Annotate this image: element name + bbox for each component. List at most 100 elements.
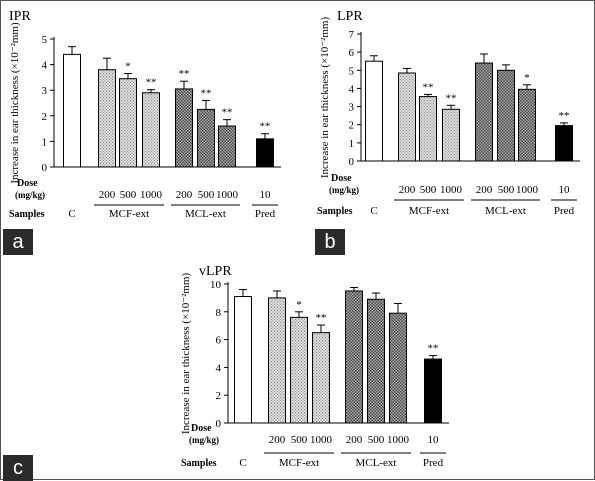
panel-c-dose-label: 200: [346, 434, 363, 446]
panel-b-y-tick-label: 6: [349, 47, 355, 59]
panel-b-dose-label: 1000: [516, 184, 539, 196]
panel-b-dose-label: 10: [559, 184, 571, 196]
panel-c-y-tick-label: 6: [216, 335, 222, 347]
panel-b-bar: [442, 108, 460, 162]
panel-b-group-label: Pred: [554, 205, 575, 217]
panel-c-y-tick-label: 2: [216, 390, 222, 402]
panel-a-y-tick-label: 4: [42, 60, 48, 72]
panel-c-y-axis-label: Increase in ear thickness (×10⁻²mm): [180, 273, 192, 435]
panel-c-dose-row-label: Dose: [191, 423, 212, 434]
panel-c-y-tick-label: 4: [216, 362, 222, 374]
panel-a-dose-label: 1000: [216, 189, 239, 201]
panel-b-samples-row-label: Samples: [317, 206, 353, 217]
panel-a-dose-label: 1000: [140, 189, 163, 201]
panel-c-bar: [234, 296, 252, 424]
panel-a-y-tick-label: 2: [42, 111, 48, 123]
panel-c-bar: [268, 297, 286, 424]
panel-a-y-tick-label: 5: [42, 34, 48, 46]
panel-letter-b: b: [315, 229, 345, 255]
panel-b-y-tick-label: 5: [349, 65, 355, 77]
panel-a-group-label: MCL-ext: [185, 208, 226, 220]
panel-b-significance-mark: **: [559, 110, 570, 122]
panel-c-y-tick-label: 0: [216, 418, 222, 430]
panel-b-dose-label: 1000: [440, 184, 463, 196]
panel-b-bar: [398, 72, 416, 162]
panel-a-dose-label: 200: [176, 189, 193, 201]
panel-c-samples-row-label: Samples: [181, 458, 217, 469]
panel-c-group-label: MCF-ext: [279, 457, 319, 469]
panel-a-group-label: MCF-ext: [109, 208, 149, 220]
panel-b-group-label: MCF-ext: [409, 205, 449, 217]
panel-a-significance-mark: **: [222, 107, 233, 119]
panel-letter-c: c: [3, 455, 33, 481]
panel-c-bar: [389, 312, 407, 424]
panel-c-bar: [424, 358, 442, 424]
panel-b-bar: [419, 96, 437, 162]
panel-c-title: vLPR: [199, 264, 232, 279]
panel-a-title: IPR: [9, 9, 31, 24]
panel-a-significance-mark: *: [125, 61, 131, 73]
panel-a-dose-label: 500: [198, 189, 215, 201]
panel-a-significance-mark: **: [201, 87, 212, 99]
panel-b-dose-label: 200: [476, 184, 493, 196]
panel-b-significance-mark: **: [423, 81, 434, 93]
panel-b-dose-label: 200: [399, 184, 416, 196]
panel-b-group-label: C: [370, 205, 377, 217]
panel-b-bar: [475, 62, 493, 162]
panel-a-group-label: C: [68, 208, 75, 220]
panel-a-dose-label: 10: [260, 189, 272, 201]
panel-b-y-tick-label: 1: [349, 138, 355, 150]
panel-b-y-tick-label: 0: [349, 156, 355, 168]
panel-c-bar: [312, 332, 330, 424]
panel-a-bar: [98, 69, 116, 168]
panel-a-y-axis-label: Increase in ear thickness (×10⁻²mm): [9, 22, 21, 184]
panel-c-group-label: MCL-ext: [356, 457, 397, 469]
panel-a-significance-mark: **: [179, 68, 190, 80]
panel-c-group-label: C: [239, 457, 246, 469]
panel-a-group-label: Pred: [255, 208, 276, 220]
panel-a-y-tick-label: 1: [42, 136, 48, 148]
panel-b-bar: [518, 88, 536, 162]
panel-a-bar: [197, 108, 215, 168]
panel-c-dose-label: 200: [269, 434, 286, 446]
panel-c-dose-label: 1000: [387, 434, 410, 446]
panel-a-bar: [142, 92, 160, 168]
panel-b-y-tick-label: 7: [349, 29, 355, 41]
panel-c-dose-label: 500: [368, 434, 385, 446]
panel-letter-a: a: [3, 229, 33, 255]
panel-c-significance-mark: **: [316, 312, 327, 324]
panel-a-bar: [119, 78, 137, 168]
panel-b-significance-mark: **: [446, 92, 457, 104]
panel-a-dose-unit-label: (mg/kg): [15, 190, 45, 200]
panel-a-bar: [218, 125, 236, 168]
panel-c-bar: [290, 316, 308, 424]
panel-a-significance-mark: **: [260, 121, 271, 133]
panel-c-bar: [367, 298, 385, 424]
panel-c-significance-mark: **: [428, 343, 439, 355]
panel-c-bar: [345, 290, 363, 424]
panel-c-significance-mark: *: [296, 299, 302, 311]
panel-b-y-tick-label: 2: [349, 120, 355, 132]
panel-b-bar: [555, 125, 573, 162]
panel-a-bar: [175, 88, 193, 168]
panel-c-group-label: Pred: [423, 457, 444, 469]
panel-b-y-tick-label: 3: [349, 102, 355, 114]
panel-a-samples-row-label: Samples: [9, 209, 45, 220]
panel-a-y-tick-label: 3: [42, 85, 48, 97]
panel-a-dose-label: 200: [99, 189, 116, 201]
panel-b-bar: [497, 69, 515, 162]
panel-b-group-label: MCL-ext: [485, 205, 526, 217]
panel-b-dose-label: 500: [498, 184, 515, 196]
panel-b-y-axis-label: Increase in ear thickness (×10⁻²mm): [319, 17, 331, 179]
panel-b-dose-unit-label: (mg/kg): [329, 185, 359, 195]
panel-c-y-tick-label: 8: [216, 307, 222, 319]
panel-c-dose-label: 1000: [310, 434, 333, 446]
panel-c-dose-unit-label: (mg/kg): [189, 435, 219, 445]
panel-b-dose-row-label: Dose: [331, 173, 352, 184]
panel-c-y-tick-label: 10: [210, 279, 222, 291]
panel-a-dose-label: 500: [120, 189, 137, 201]
panel-b-y-tick-label: 4: [349, 83, 355, 95]
panel-a-significance-mark: **: [146, 77, 157, 89]
